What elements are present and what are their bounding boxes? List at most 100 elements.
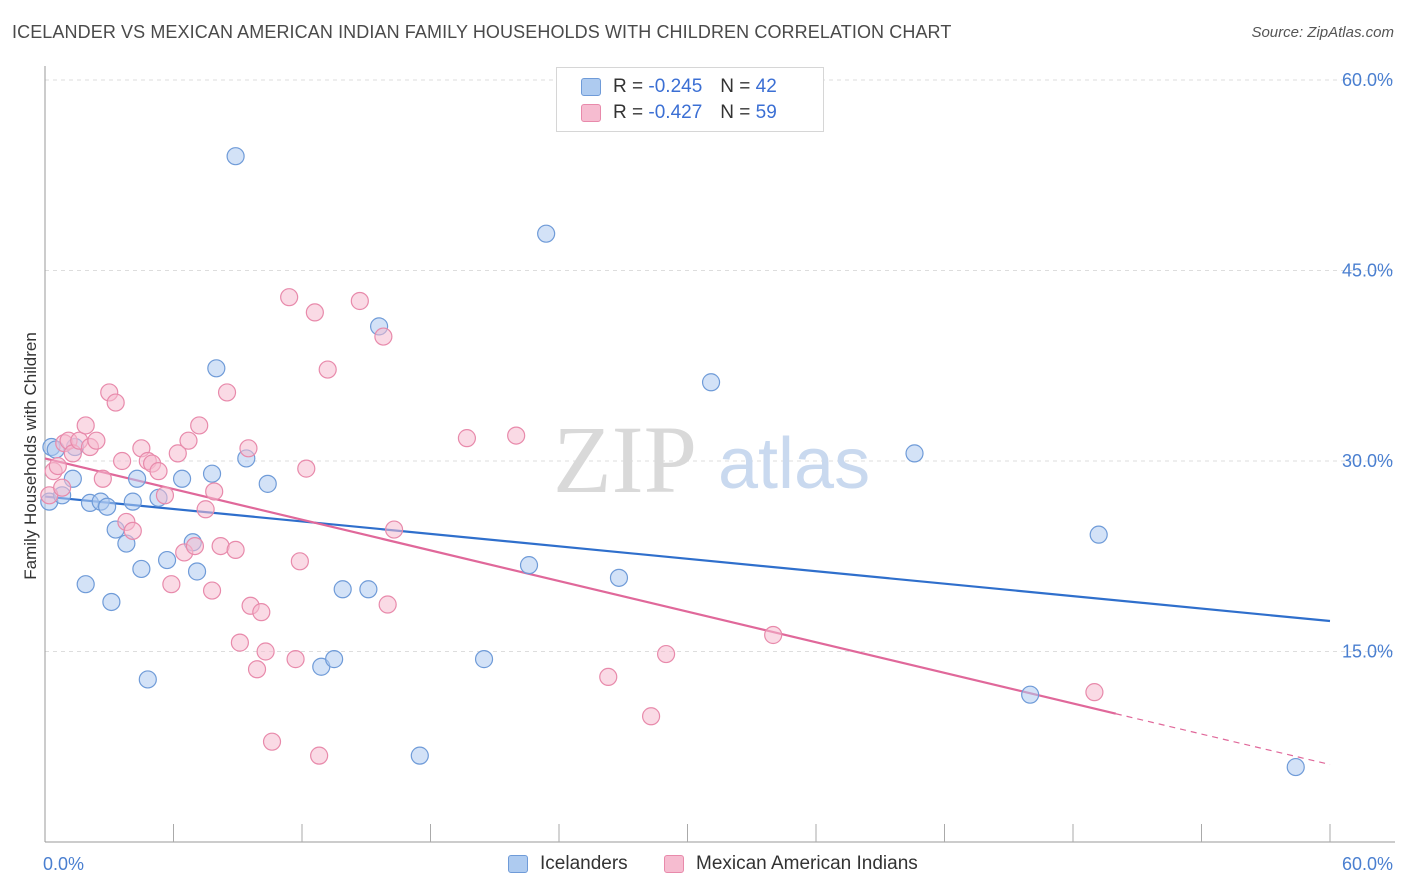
watermark-zip: ZIP — [553, 406, 697, 513]
mexican-american-indian-point — [112, 451, 132, 471]
mexican-american-indian-point — [53, 478, 72, 497]
bottom-legend-mexican-american-indians: Mexican American Indians — [664, 852, 918, 876]
icelander-point — [127, 469, 147, 488]
mexican-american-indian-point — [305, 303, 324, 322]
icelander-point — [258, 474, 277, 493]
icelander-point — [132, 559, 151, 579]
legend-r-label: R = — [613, 102, 644, 123]
icelander-point — [98, 497, 117, 516]
icelander-point — [1089, 525, 1108, 544]
axes — [44, 66, 1395, 843]
mexican-american-indian-point — [211, 536, 230, 556]
mexican-american-indian-point — [764, 625, 783, 645]
grid-lines — [45, 79, 1395, 652]
icelander-point — [325, 650, 344, 669]
mexican-american-indian-point — [179, 431, 198, 450]
icelander-point — [226, 147, 245, 166]
mexican-american-indian-point — [106, 393, 125, 412]
mexican-american-indian-point — [185, 536, 205, 556]
mexican-american-indian-point — [202, 581, 222, 600]
icelander-point — [157, 550, 177, 570]
legend-swatch-pink — [581, 104, 601, 122]
icelander-point — [172, 469, 192, 488]
y-tick-label: 60.0% — [1342, 70, 1393, 90]
mexican-american-indian-point — [599, 667, 618, 687]
y-tick-label: 30.0% — [1342, 451, 1393, 471]
mexican-american-indian-point — [1085, 683, 1104, 702]
mexican-american-indian-point — [252, 603, 271, 622]
icelander-trend-line — [44, 495, 1331, 623]
mexican-american-indian-point — [155, 486, 175, 505]
mexican-american-indian-point — [286, 650, 305, 669]
bottom-legend-swatch-pink — [664, 855, 684, 873]
y-axis-label: Family Households with Children — [21, 332, 40, 580]
icelander-point — [410, 746, 429, 765]
mexican-american-indian-trend-extension — [1115, 713, 1331, 766]
mexican-american-indian-point — [168, 444, 187, 463]
legend-n-value: 59 — [755, 102, 777, 123]
mexican-american-indian-point — [318, 360, 337, 379]
watermark-atlas: atlas — [718, 424, 870, 504]
mexican-american-indian-point — [350, 291, 369, 311]
legend-n-value: 42 — [755, 76, 777, 97]
legend-r-value: -0.245 — [648, 76, 703, 97]
watermark: ZIP atlas — [553, 406, 870, 513]
mexican-american-indian-point — [374, 327, 393, 346]
mexican-american-indian-point — [297, 459, 316, 478]
mexican-american-indian-point — [149, 462, 168, 481]
icelander-point — [138, 670, 157, 689]
icelander-point — [102, 592, 121, 612]
y-tick-label: 45.0% — [1342, 261, 1393, 281]
mexican-american-indian-point — [262, 732, 282, 751]
data-points — [40, 147, 1305, 777]
icelander-point — [701, 373, 721, 392]
mexican-american-indian-point — [87, 431, 106, 450]
icelander-point — [333, 580, 352, 599]
icelander-point — [609, 568, 629, 587]
legend-n-label: N = — [720, 76, 751, 97]
icelander-point — [187, 562, 207, 581]
tick-labels: 15.0% 30.0% 45.0% 60.0% 0.0% 60.0% — [43, 70, 1393, 874]
mexican-american-indian-point — [162, 575, 181, 594]
chart-title: ICELANDER VS MEXICAN AMERICAN INDIAN FAM… — [12, 22, 952, 42]
mexican-american-indian-point — [507, 426, 526, 445]
legend-n-label: N = — [720, 102, 751, 123]
icelander-point — [123, 492, 142, 511]
mexican-american-indian-point — [457, 429, 477, 448]
legend-r-value: -0.427 — [648, 102, 703, 123]
icelander-point — [905, 444, 924, 463]
icelander-point — [1021, 685, 1040, 704]
source-label: Source: ZipAtlas.com — [1251, 24, 1394, 41]
mexican-american-indian-point — [310, 746, 329, 765]
icelander-point — [359, 580, 378, 599]
mexican-american-indian-point — [656, 644, 676, 664]
x-tick-label: 60.0% — [1342, 854, 1393, 874]
mexican-american-indian-point — [205, 482, 224, 501]
mexican-american-indian-point — [290, 552, 309, 571]
x-tick-label: 0.0% — [43, 854, 84, 874]
icelander-point — [519, 556, 539, 575]
legend-row-mexican-american-indians: R = -0.427 N = 59 — [581, 101, 777, 125]
icelander-point — [537, 224, 556, 243]
mexican-american-indian-point — [256, 642, 275, 661]
mexican-american-indian-point — [196, 500, 215, 519]
mexican-american-indian-point — [123, 521, 142, 540]
mexican-american-indian-point — [76, 416, 95, 435]
mexican-american-indian-point — [384, 520, 404, 539]
mexican-american-indian-point — [239, 439, 258, 458]
bottom-legend-label: Icelanders — [540, 853, 628, 874]
mexican-american-indian-point — [378, 595, 397, 614]
mexican-american-indian-point — [280, 288, 299, 307]
legend-swatch-blue — [581, 78, 601, 96]
bottom-legend-swatch-blue — [508, 855, 528, 873]
icelander-point — [207, 359, 226, 378]
mexican-american-indian-point — [641, 707, 661, 726]
mexican-american-indian-point — [48, 456, 67, 476]
legend-row-icelanders: R = -0.245 N = 42 — [581, 75, 777, 99]
y-tick-label: 15.0% — [1342, 642, 1393, 662]
icelander-point — [202, 464, 222, 483]
mexican-american-indian-point — [230, 633, 249, 652]
mexican-american-indian-point — [217, 383, 237, 402]
legend-r-label: R = — [613, 76, 644, 97]
